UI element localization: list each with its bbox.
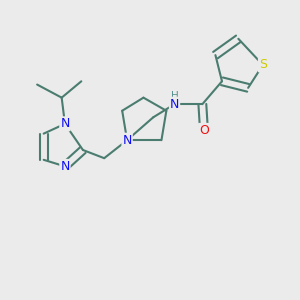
Text: N: N [60, 160, 70, 173]
Text: N: N [170, 98, 179, 111]
Text: S: S [259, 58, 267, 71]
Text: N: N [122, 134, 132, 147]
Text: N: N [60, 117, 70, 130]
Text: H: H [171, 91, 178, 101]
Text: O: O [199, 124, 209, 137]
